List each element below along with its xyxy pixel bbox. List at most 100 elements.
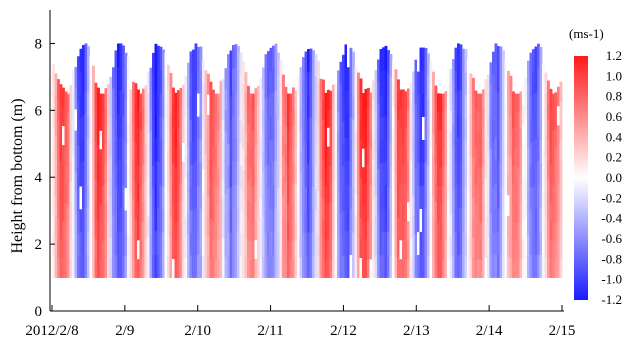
heatmap-cell	[399, 183, 403, 203]
heatmap-cell	[172, 144, 175, 164]
heatmap-cell	[522, 124, 525, 144]
heatmap-cell	[172, 163, 175, 183]
heatmap-cell	[107, 219, 110, 240]
heatmap-cell	[474, 90, 478, 110]
heatmap-cell	[419, 162, 423, 186]
heatmap-cell	[344, 184, 348, 209]
heatmap-cell	[539, 116, 543, 140]
heatmap-cell	[482, 221, 485, 241]
heatmap-cell	[97, 258, 100, 278]
heatmap-cell	[327, 164, 330, 185]
heatmap-cell	[437, 185, 440, 205]
heatmap-cell	[354, 151, 358, 173]
x-tick-label: 2/14	[476, 323, 503, 339]
heatmap-cell	[502, 141, 505, 165]
heatmap-cell	[322, 79, 325, 100]
heatmap-cell	[217, 167, 220, 186]
heatmap-cell	[554, 221, 558, 241]
heatmap-cell	[334, 141, 338, 162]
heatmap-cell	[549, 88, 553, 109]
heatmap-cell	[454, 116, 458, 141]
heatmap-cell	[314, 143, 318, 167]
heatmap-cell	[134, 102, 138, 123]
heatmap-cell	[529, 142, 533, 166]
heatmap-cell	[262, 256, 265, 278]
heatmap-cell	[217, 222, 220, 242]
heatmap-cell	[344, 137, 348, 162]
heatmap-cell	[497, 184, 500, 209]
heatmap-cell	[147, 71, 150, 93]
x-tick-label: 2012/2/8	[25, 323, 78, 339]
heatmap-cell	[97, 87, 100, 107]
heatmap-cell	[139, 240, 143, 260]
heatmap-cell	[307, 49, 310, 73]
heatmap-cell	[159, 208, 163, 232]
heatmap-cell	[149, 130, 153, 153]
heatmap-cell	[412, 236, 415, 258]
heatmap-cell	[312, 209, 315, 233]
heatmap-cell	[512, 110, 515, 130]
heatmap-cell	[169, 154, 173, 176]
heatmap-cell	[122, 115, 125, 139]
heatmap-cell	[542, 127, 545, 150]
heatmap-cell	[152, 187, 155, 211]
heatmap-cell	[452, 80, 455, 104]
heatmap-cell	[462, 186, 465, 210]
heatmap-cell	[337, 173, 340, 196]
heatmap-cell	[164, 232, 168, 256]
heatmap-cell	[317, 60, 320, 83]
heatmap-cell	[259, 77, 263, 99]
heatmap-cell	[499, 138, 503, 163]
heatmap-cell	[489, 126, 493, 149]
heatmap-cell	[137, 202, 140, 222]
heatmap-cell	[442, 148, 445, 168]
heatmap-cell	[374, 152, 378, 175]
heatmap-cell	[447, 218, 450, 239]
heatmap-cell	[62, 220, 65, 240]
heatmap-cell	[57, 158, 60, 179]
heatmap-cell	[384, 138, 388, 163]
heatmap-cell	[337, 194, 340, 216]
heatmap-cell	[329, 184, 333, 204]
heatmap-cell	[522, 200, 525, 221]
heatmap-cell	[239, 210, 243, 233]
heatmap-cell	[252, 259, 255, 278]
heatmap-cell	[94, 160, 98, 181]
heatmap-cell	[297, 216, 300, 238]
heatmap-cell	[267, 119, 270, 143]
heatmap-cell	[357, 72, 360, 94]
heatmap-cell	[167, 192, 170, 215]
heatmap-cell	[454, 254, 458, 278]
heatmap-cell	[272, 231, 275, 255]
heatmap-cell	[374, 173, 378, 195]
heatmap-cell	[514, 240, 518, 260]
heatmap-cell	[164, 165, 168, 189]
heatmap-cell	[227, 232, 230, 256]
heatmap-cell	[354, 172, 358, 194]
heatmap-cell	[534, 115, 538, 140]
heatmap-cell	[514, 148, 518, 168]
heatmap-cell	[82, 45, 85, 69]
heatmap-cell	[239, 119, 243, 143]
colorbar-tick-label: 0.4	[606, 129, 623, 144]
heatmap-cell	[77, 189, 80, 212]
heatmap-cell	[247, 85, 250, 106]
heatmap-cell	[467, 102, 470, 126]
heatmap-cell	[152, 75, 155, 99]
heatmap-cell	[214, 203, 218, 223]
heatmap-cell	[374, 69, 378, 92]
heatmap-cell	[142, 201, 145, 222]
heatmap-cell	[557, 201, 560, 221]
heatmap-cell	[539, 231, 543, 255]
heatmap-cell	[187, 213, 190, 235]
heatmap-cell	[347, 207, 350, 232]
heatmap-cell	[147, 195, 150, 217]
heatmap-cell	[89, 188, 93, 212]
heatmap-cell	[339, 234, 343, 257]
heatmap-cell	[394, 256, 398, 278]
heatmap-cell	[289, 240, 293, 260]
heatmap-cell	[314, 165, 318, 189]
heatmap-cell	[237, 161, 240, 186]
heatmap-cell	[417, 231, 420, 256]
heatmap-cell	[477, 148, 480, 168]
